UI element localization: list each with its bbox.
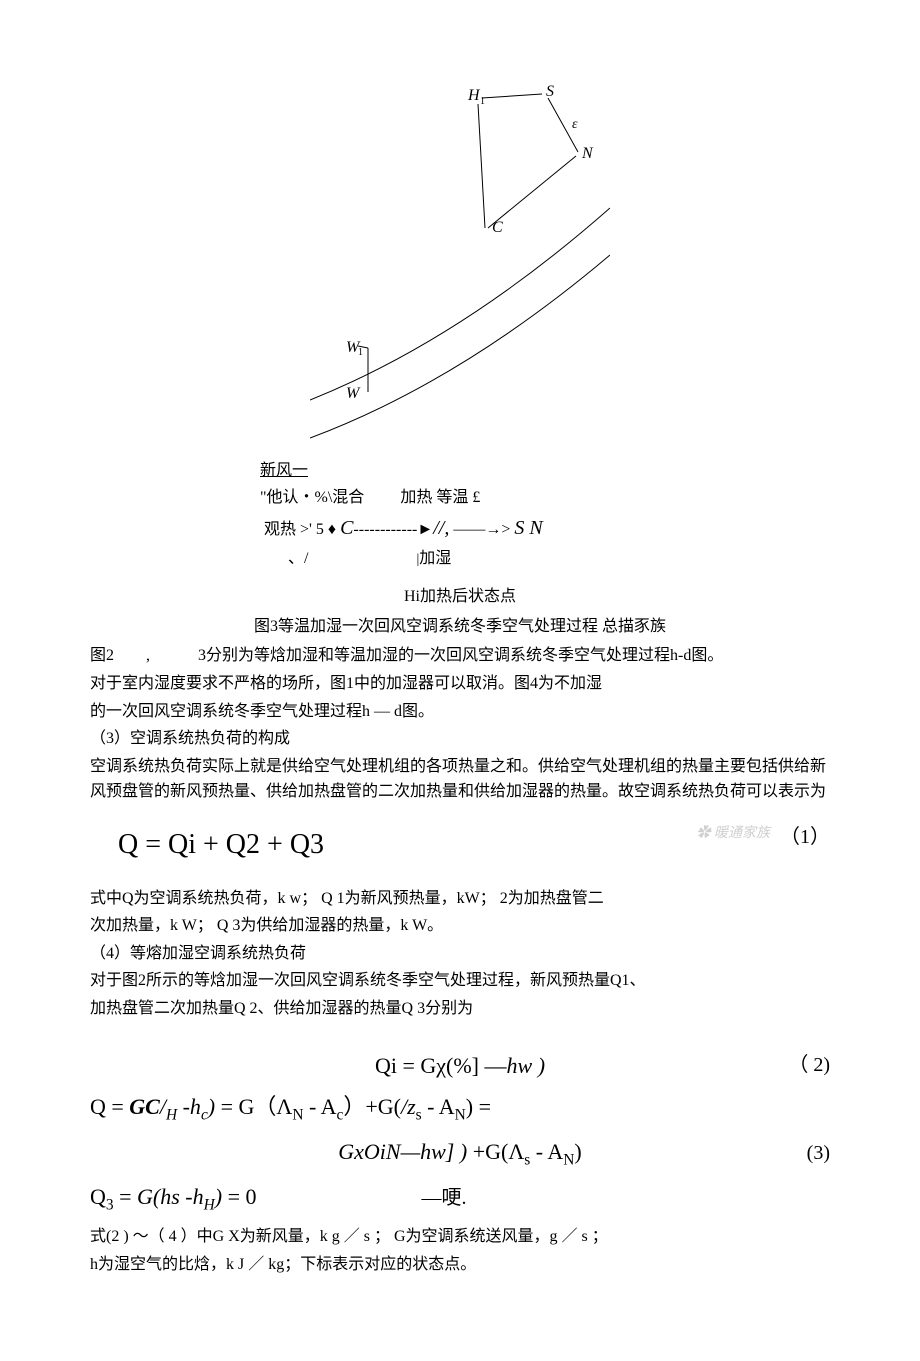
paragraph: 式中Q为空调系统热负荷，k w； Q 1为新风预热量，kW； 2为加热盘管二 <box>90 886 830 912</box>
equation-1: Q = Qi + Q2 + Q3 ✿ 暖通家族 （1） <box>90 823 830 868</box>
diagram-svg: H 1 S ε N C W 1 W <box>310 80 610 440</box>
svg-text:1: 1 <box>480 96 485 107</box>
paragraph: 的一次回风空调系统冬季空气处理过程h — d图。 <box>90 699 830 725</box>
paragraph: 式(2 ) ～（ 4 ）中G X为新风量，k g ／ s ； G为空调系统送风量… <box>90 1224 830 1250</box>
equation-3b: GxOiN—hw] ) +G(Λs - AN) (3) <box>90 1134 830 1173</box>
paragraph: （4）等熔加湿空调系统热负荷 <box>90 941 830 967</box>
paragraph: 空调系统热负荷实际上就是供给空气处理机组的各项热量之和。供给空气处理机组的热量主… <box>90 754 830 805</box>
label-w: W <box>346 385 361 402</box>
paragraph: 对于室内湿度要求不严格的场所，图1中的加湿器可以取消。图4为不加湿 <box>90 671 830 697</box>
label-c: C <box>492 219 503 236</box>
paragraph: （3）空调系统热负荷的构成 <box>90 726 830 752</box>
equation-2: Qi = Gχ(%] —hw ) （ 2) <box>90 1048 830 1083</box>
paragraph: 图2 , 3分别为等焓加湿和等温加湿的一次回风空调系统冬季空气处理过程h-d图。 <box>90 643 830 669</box>
paragraph: h为湿空气的比焓，k J ／ kg；下标表示对应的状态点。 <box>90 1252 830 1278</box>
equation-3: Q = GC/H -hc) = G（ΛN - Ac）+G(/zs - AN) = <box>90 1089 830 1128</box>
equation-4: Q3 = G(hs -hH) = 0 —哽. <box>90 1179 830 1218</box>
paragraph: 对于图2所示的等焓加湿一次回风空调系统冬季空气处理过程，新风预热量Q1、 <box>90 968 830 994</box>
paragraph: 加热盘管二次加热量Q 2、供给加湿器的热量Q 3分别为 <box>90 996 830 1022</box>
paragraph: 次加热量，k W； Q 3为供给加湿器的热量，k W。 <box>90 913 830 939</box>
label-n: N <box>581 145 594 162</box>
svg-text:1: 1 <box>358 347 363 358</box>
label-s: S <box>546 83 554 100</box>
caption-hi: Hi加热后状态点 <box>90 584 830 610</box>
watermark-icon: ✿ 暖通家族 <box>697 823 771 845</box>
flow-diagram-text: 新风一 "他认・%\混合 加热 等温 £ 观热 >' 5 ♦ C--------… <box>260 457 830 573</box>
label-eps: ε <box>572 117 578 132</box>
psychrometric-diagram: H 1 S ε N C W 1 W <box>90 80 830 449</box>
caption-fig3: 图3等温加湿一次回风空调系统冬季空气处理过程 总描豕族 <box>90 614 830 640</box>
label-h1: H <box>467 87 481 104</box>
